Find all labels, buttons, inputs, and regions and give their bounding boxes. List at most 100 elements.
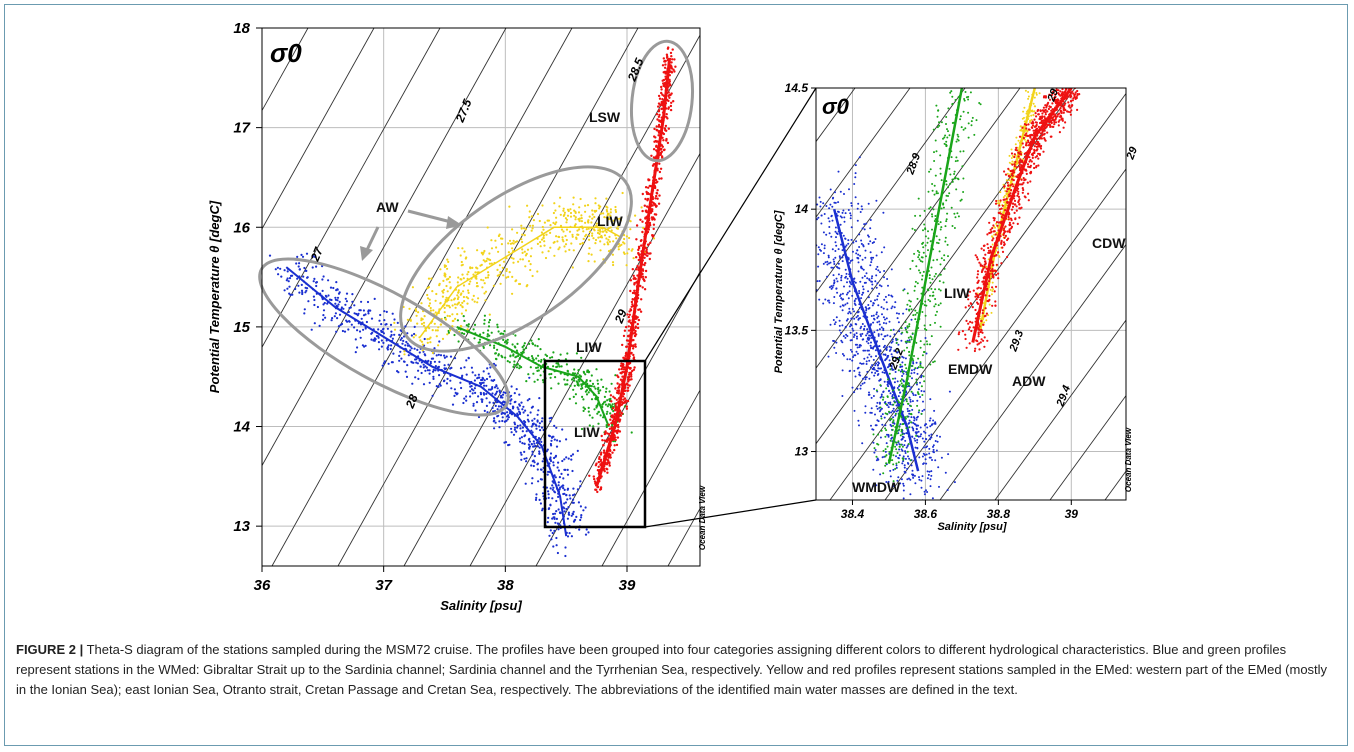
- left-yellow-point: [510, 247, 514, 250]
- right-blue-point: [885, 442, 888, 445]
- left-blue-point: [554, 476, 557, 479]
- right-blue-point: [908, 419, 911, 422]
- left-green-point: [483, 322, 486, 325]
- right-yellow-point: [995, 222, 998, 225]
- right-green-point: [914, 313, 917, 316]
- left-green-point: [535, 357, 538, 360]
- right-blue-point: [929, 478, 932, 481]
- left-red-point: [609, 456, 612, 459]
- right-blue-point: [886, 356, 889, 359]
- right-blue-point: [819, 200, 822, 203]
- left-yellow-point: [420, 322, 424, 325]
- right-green-point: [905, 367, 908, 370]
- right-blue-point: [829, 323, 832, 326]
- right-green-point: [952, 81, 954, 83]
- left-blue-point: [502, 391, 505, 394]
- left-yellow-point: [457, 291, 460, 294]
- left-blue-point: [485, 404, 488, 407]
- right-blue-point: [873, 368, 876, 371]
- right-blue-point: [899, 370, 902, 373]
- right-red-point: [1025, 172, 1028, 175]
- left-red-point: [610, 414, 613, 417]
- right-blue-point: [876, 401, 879, 404]
- left-green-point: [590, 374, 593, 377]
- right-blue-point: [834, 241, 837, 244]
- left-blue-point: [548, 417, 551, 420]
- left-yellow-point: [429, 309, 432, 312]
- left-blue-point: [312, 280, 315, 283]
- left-blue-point: [558, 440, 562, 443]
- left-yellow-point: [596, 231, 600, 235]
- left-green-point: [568, 397, 571, 400]
- left-red-point: [609, 449, 612, 453]
- left-red-point: [649, 241, 652, 244]
- left-yellow-point: [412, 336, 415, 339]
- right-green-point: [911, 227, 914, 230]
- left-green-point: [554, 376, 557, 379]
- right-green-point: [965, 96, 968, 99]
- left-blue-point: [321, 278, 324, 281]
- right-blue-point: [870, 355, 873, 358]
- left-yellow-point: [597, 236, 600, 239]
- right-green-point: [954, 160, 957, 163]
- left-yellow-point: [435, 335, 438, 338]
- left-isopycnal-line: [262, 28, 507, 467]
- left-blue-point: [312, 295, 315, 298]
- left-yellow-point: [531, 227, 534, 230]
- right-green-point: [947, 130, 949, 133]
- right-green-point: [938, 121, 940, 124]
- left-blue-point: [501, 416, 504, 419]
- right-blue-point: [938, 485, 940, 488]
- right-yellow-point: [993, 233, 996, 236]
- right-blue-point: [840, 276, 843, 279]
- right-red-point: [1059, 90, 1062, 93]
- right-blue-point: [857, 419, 860, 422]
- left-blue-point: [362, 328, 365, 331]
- left-blue-point: [493, 386, 497, 389]
- right-blue-point: [861, 293, 864, 296]
- left-green-point: [602, 416, 605, 419]
- left-red-point: [629, 308, 632, 311]
- left-red-point: [652, 201, 655, 205]
- left-yellow-point: [543, 244, 546, 247]
- left-yellow-point: [528, 216, 531, 219]
- right-blue-point: [867, 342, 870, 345]
- left-blue-point: [522, 411, 525, 414]
- right-blue-point: [835, 316, 838, 319]
- right-green-point: [950, 90, 953, 93]
- right-red-point: [1076, 89, 1079, 93]
- right-blue-point: [854, 176, 857, 179]
- right-green-point: [900, 382, 903, 385]
- left-blue-point: [547, 490, 550, 493]
- right-blue-point: [921, 455, 924, 458]
- left-yellow-point: [652, 237, 656, 240]
- left-green-point: [490, 331, 493, 334]
- right-green-point: [950, 156, 953, 159]
- right-blue-point: [915, 424, 918, 427]
- right-green-point: [949, 91, 952, 94]
- right-blue-point: [930, 470, 933, 473]
- left-red-point: [617, 389, 621, 392]
- right-blue-point: [887, 284, 889, 287]
- left-blue-point: [370, 317, 374, 320]
- right-blue-point: [953, 481, 956, 484]
- left-blue-point: [565, 456, 568, 459]
- left-blue-point: [572, 498, 575, 501]
- right-blue-point: [870, 396, 873, 399]
- left-yellow-point: [411, 286, 414, 289]
- left-blue-point: [552, 516, 555, 519]
- right-red-point: [1011, 178, 1014, 181]
- right-green-point: [943, 259, 946, 262]
- left-red-point: [639, 310, 643, 313]
- right-blue-point: [913, 437, 916, 440]
- left-blue-point: [445, 367, 448, 370]
- right-green-point: [916, 311, 918, 314]
- right-blue-point: [829, 261, 832, 264]
- right-blue-point: [848, 285, 851, 288]
- left-blue-point: [531, 477, 534, 480]
- left-blue-point: [417, 377, 420, 380]
- left-green-point: [503, 330, 506, 333]
- right-blue-point: [913, 368, 916, 371]
- right-red-point: [1047, 107, 1050, 111]
- left-green-point: [502, 332, 505, 335]
